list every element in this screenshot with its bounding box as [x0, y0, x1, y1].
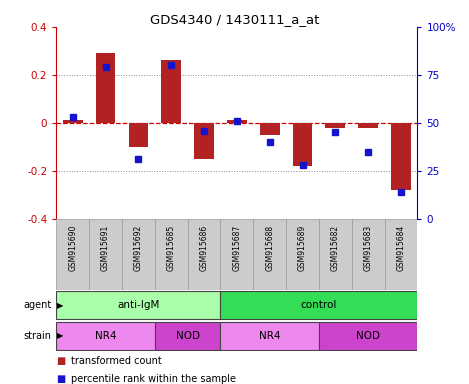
Bar: [56, 219, 89, 290]
Bar: [155, 322, 220, 350]
Bar: [220, 219, 253, 290]
Bar: [188, 219, 220, 290]
Text: GSM915691: GSM915691: [101, 225, 110, 271]
Text: GSM915687: GSM915687: [232, 225, 242, 271]
Text: GSM915684: GSM915684: [396, 225, 406, 271]
Bar: [253, 219, 286, 290]
Text: GSM915683: GSM915683: [363, 225, 373, 271]
Bar: [129, 123, 148, 147]
Bar: [56, 322, 155, 350]
Bar: [89, 219, 122, 290]
Bar: [319, 322, 417, 350]
Bar: [122, 219, 155, 290]
Text: transformed count: transformed count: [71, 356, 162, 366]
Bar: [319, 219, 352, 290]
Text: percentile rank within the sample: percentile rank within the sample: [71, 374, 236, 384]
Bar: [352, 219, 385, 290]
Bar: [63, 121, 83, 123]
Text: GSM915685: GSM915685: [166, 225, 176, 271]
Bar: [220, 322, 319, 350]
Text: strain: strain: [23, 331, 52, 341]
Text: ■: ■: [56, 356, 66, 366]
Bar: [325, 123, 345, 127]
Text: anti-IgM: anti-IgM: [117, 300, 159, 310]
Text: NOD: NOD: [175, 331, 200, 341]
Text: GSM915686: GSM915686: [199, 225, 209, 271]
Text: ▶: ▶: [57, 301, 64, 310]
Text: GDS4340 / 1430111_a_at: GDS4340 / 1430111_a_at: [150, 13, 319, 26]
Text: agent: agent: [23, 300, 52, 310]
Text: NR4: NR4: [95, 331, 116, 341]
Bar: [161, 61, 181, 123]
Bar: [227, 121, 247, 123]
Text: GSM915690: GSM915690: [68, 225, 77, 271]
Bar: [220, 291, 417, 319]
Bar: [385, 219, 417, 290]
Text: ▶: ▶: [57, 331, 64, 341]
Bar: [293, 123, 312, 166]
Bar: [286, 219, 319, 290]
Bar: [391, 123, 411, 190]
Bar: [358, 123, 378, 127]
Bar: [194, 123, 214, 159]
Bar: [260, 123, 280, 135]
Text: GSM915692: GSM915692: [134, 225, 143, 271]
Text: NOD: NOD: [356, 331, 380, 341]
Text: GSM915688: GSM915688: [265, 225, 274, 271]
Bar: [96, 53, 115, 123]
Bar: [155, 219, 188, 290]
Text: GSM915682: GSM915682: [331, 225, 340, 271]
Text: GSM915689: GSM915689: [298, 225, 307, 271]
Text: ■: ■: [56, 374, 66, 384]
Text: control: control: [301, 300, 337, 310]
Bar: [56, 291, 220, 319]
Text: NR4: NR4: [259, 331, 280, 341]
